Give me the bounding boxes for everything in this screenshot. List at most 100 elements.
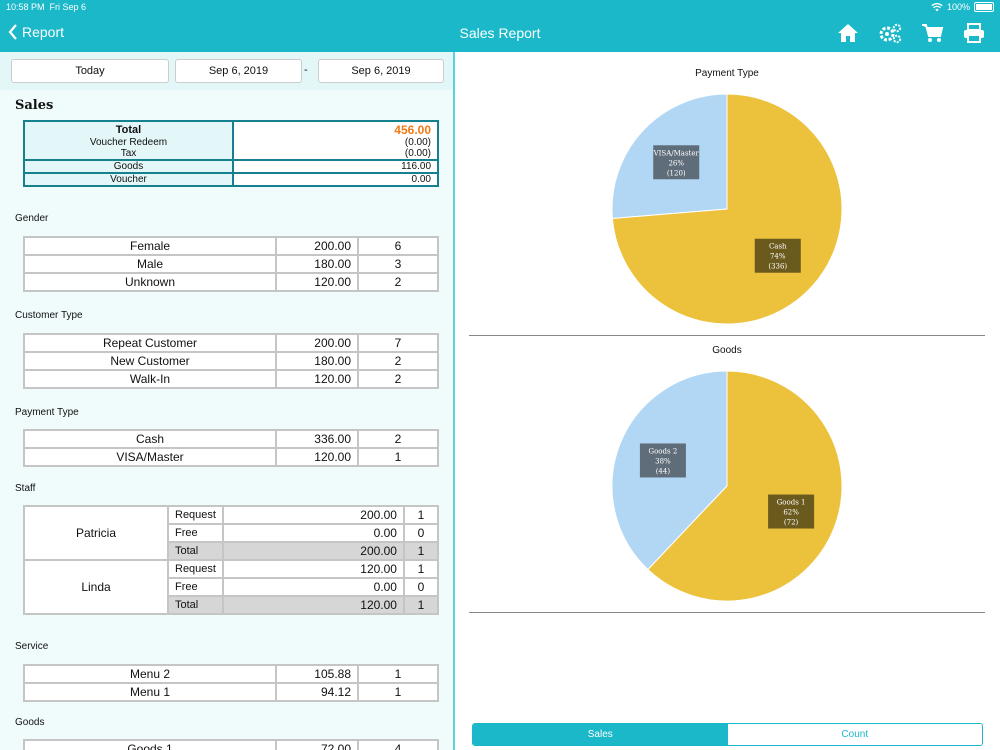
row-amount: 180.00 [275, 351, 359, 371]
row-count: 2 [357, 272, 439, 292]
tab-sales[interactable]: Sales [473, 724, 728, 745]
voucher-redeem-value: (0.00) [404, 137, 431, 148]
payment-type-chart: Payment Type VISA/Master 26% (120) Cash 74% (… [469, 52, 985, 335]
cart-icon[interactable] [920, 22, 944, 44]
sales-heading: Sales [15, 98, 54, 113]
row-kind: Request [167, 505, 224, 525]
table-row: Repeat Customer 200.00 7 [23, 333, 439, 353]
table-row: Goods 1 72.00 4 [23, 739, 439, 750]
report-panel[interactable]: Today Sep 6, 2019 - Sep 6, 2019 Sales To… [0, 52, 453, 750]
staff-name: Linda [23, 559, 169, 615]
row-amount: 72.00 [275, 739, 359, 750]
table-row: Male 180.00 3 [23, 254, 439, 274]
row-amount: 120.00 [275, 447, 359, 467]
row-amount: 94.12 [275, 682, 359, 702]
row-amount: 0.00 [221, 577, 405, 597]
page-title: Sales Report [459, 25, 541, 41]
goods-table: Goods 1 72.00 4 [23, 739, 439, 750]
slice-label-name: Cash [769, 243, 787, 251]
home-icon[interactable] [836, 22, 860, 44]
back-button[interactable]: Report [8, 24, 64, 40]
today-button[interactable]: Today [11, 59, 169, 83]
slice-label-name: Goods 1 [777, 499, 806, 507]
pie-chart-svg: Goods 2 38% (44) Goods 1 62% (72) [611, 370, 843, 602]
row-count: 7 [357, 333, 439, 353]
end-date-button[interactable]: Sep 6, 2019 [318, 59, 444, 83]
slice-label-value: (120) [667, 169, 686, 177]
table-row: Cash 336.00 2 [23, 429, 439, 449]
table-row: VISA/Master 120.00 1 [23, 447, 439, 467]
slice-label-percent: 74% [770, 253, 786, 261]
slice-label: Goods 1 62% (72) [768, 494, 815, 529]
battery-percent: 100% [946, 2, 970, 12]
customer-type-heading: Customer Type [15, 310, 83, 321]
staff-heading: Staff [15, 483, 36, 494]
row-name: Menu 2 [23, 664, 277, 684]
status-right: 100% [931, 2, 994, 12]
payment-type-table: Cash 336.00 2 VISA/Master 120.00 1 [23, 429, 439, 467]
row-kind: Free [167, 523, 224, 543]
status-bar: 10:58 PM Fri Sep 6 100% [0, 0, 1000, 14]
table-row: Total 200.00 1 [24, 541, 440, 561]
row-amount: 180.00 [275, 254, 359, 274]
table-row: Free 0.00 0 [24, 523, 440, 543]
row-count: 2 [357, 351, 439, 371]
total-label: Total [115, 124, 142, 136]
row-count: 6 [357, 236, 439, 256]
row-amount: 200.00 [221, 541, 405, 561]
row-count: 1 [357, 664, 439, 684]
slice-label-value: (336) [768, 263, 787, 271]
row-count: 0 [402, 577, 440, 597]
row-kind: Total [167, 541, 224, 561]
row-amount: 200.00 [275, 333, 359, 353]
settings-icon[interactable] [878, 22, 902, 44]
slice-label: Goods 2 38% (44) [639, 443, 686, 478]
row-amount: 0.00 [221, 523, 405, 543]
row-count: 1 [402, 505, 440, 525]
goods-chart: Goods Goods 2 38% (44) Goods 1 62% (72) [469, 335, 985, 612]
row-name: Menu 1 [23, 682, 277, 702]
row-amount: 336.00 [275, 429, 359, 449]
print-icon[interactable] [962, 22, 986, 44]
slice-label: VISA/Master 26% (120) [653, 145, 700, 180]
chart-divider [469, 612, 985, 613]
pie-slice-goods-1[interactable] [647, 370, 843, 602]
row-count: 1 [402, 541, 440, 561]
voucher-label: Voucher [23, 172, 234, 187]
row-count: 2 [357, 429, 439, 449]
row-name: Cash [23, 429, 277, 449]
table-row: Female 200.00 6 [23, 236, 439, 256]
row-amount: 120.00 [221, 595, 405, 615]
customer-type-table: Repeat Customer 200.00 7 New Customer 180.0… [23, 333, 439, 389]
slice-label-percent: 62% [783, 509, 799, 517]
slice-label-value: (44) [656, 467, 671, 475]
row-kind: Total [167, 595, 224, 615]
row-name: Walk-In [23, 369, 277, 389]
gender-heading: Gender [15, 213, 49, 224]
gender-table: Female 200.00 6 Male 180.00 3 Unknown 120.00 2 [23, 236, 439, 292]
row-name: Repeat Customer [23, 333, 277, 353]
status-date: Fri Sep 6 [49, 2, 87, 12]
metric-toggle: Sales Count [472, 723, 983, 746]
row-amount: 120.00 [275, 369, 359, 389]
goods-value: 116.00 [232, 159, 439, 174]
voucher-value: 0.00 [232, 172, 439, 187]
slice-label-box [754, 238, 801, 273]
service-heading: Service [15, 641, 49, 652]
slice-label-name: Goods 2 [649, 447, 678, 455]
service-table: Menu 2 105.88 1 Menu 1 94.12 1 [23, 664, 439, 702]
row-name: Unknown [23, 272, 277, 292]
goods-heading: Goods [15, 717, 45, 728]
start-date-button[interactable]: Sep 6, 2019 [175, 59, 302, 83]
back-label: Report [22, 24, 65, 40]
row-amount: 105.88 [275, 664, 359, 684]
chevron-left-icon [8, 24, 17, 40]
status-time-date: 10:58 PM Fri Sep 6 [6, 2, 86, 12]
row-amount: 120.00 [275, 272, 359, 292]
row-name: Goods 1 [23, 739, 277, 750]
slice-label: Cash 74% (336) [754, 238, 801, 273]
tab-count[interactable]: Count [727, 724, 982, 745]
slice-label-percent: 26% [668, 159, 684, 167]
row-kind: Free [167, 577, 224, 597]
row-name: New Customer [23, 351, 277, 371]
